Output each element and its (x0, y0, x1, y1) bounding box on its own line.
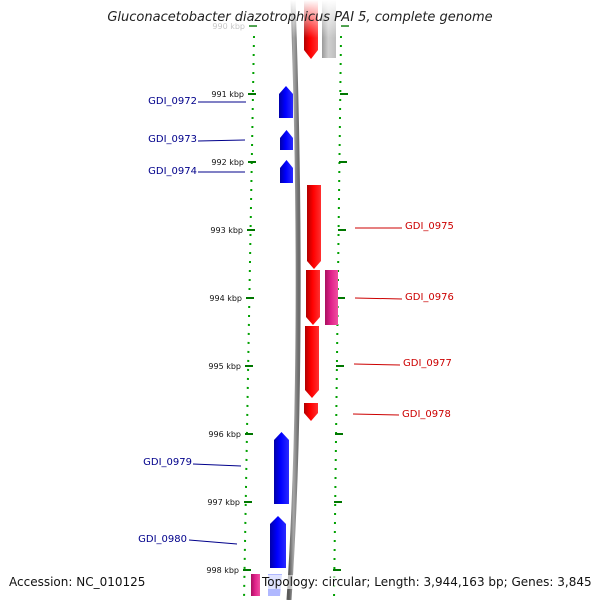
gene-label-gdi-0976[interactable]: GDI_0976 (405, 292, 454, 303)
tick-label: 991 kbp (211, 90, 244, 99)
gene-arrow-gdi-0979[interactable] (274, 432, 289, 504)
gene-label-gdi-0974[interactable]: GDI_0974 (148, 166, 197, 177)
tick-label: 996 kbp (208, 430, 241, 439)
tick-label: 994 kbp (209, 294, 242, 303)
gene-label-gdi-0979[interactable]: GDI_0979 (143, 457, 192, 468)
gene-arrow-gdi-0974[interactable] (280, 160, 293, 183)
tick-label: 998 kbp (206, 566, 239, 575)
leader-line-gdi-0973 (197, 139, 246, 142)
leader-line-gdi-0980 (188, 539, 238, 545)
top-fade (0, 0, 600, 38)
gene-features (270, 86, 338, 568)
gene-arrow-gdi-0976[interactable] (306, 270, 320, 325)
gene-arrow-gdi-0973[interactable] (280, 130, 293, 150)
gene-label-gdi-0975[interactable]: GDI_0975 (405, 221, 454, 232)
leader-line-gdi-0977 (353, 363, 401, 366)
leader-line-gdi-0976 (354, 297, 403, 300)
gene-arrow-gdi-0980[interactable] (270, 516, 286, 568)
gene-label-gdi-0972[interactable]: GDI_0972 (148, 96, 197, 107)
leader-line-gdi-0978 (352, 413, 400, 416)
genome-backbone (286, 0, 301, 600)
gene-arrow-gdi-0972[interactable] (279, 86, 293, 118)
gene-arrow-gdi-0977[interactable] (305, 326, 319, 398)
inner-track-ring (243, 35, 255, 600)
partial-rna-bottom[interactable] (251, 574, 260, 596)
tick-label: 995 kbp (208, 362, 241, 371)
tick-label: 997 kbp (207, 498, 240, 507)
leader-line-gdi-0979 (192, 463, 242, 467)
gene-labels: GDI_0972 GDI_0973 GDI_0974 GDI_0975 GDI_0976… (138, 96, 454, 545)
gene-label-gdi-0980[interactable]: GDI_0980 (138, 534, 187, 545)
genome-summary-text: Topology: circular; Length: 3,944,163 bp… (262, 575, 592, 589)
gene-label-gdi-0978[interactable]: GDI_0978 (402, 409, 451, 420)
genome-title: Gluconacetobacter diazotrophicus PAI 5, … (107, 10, 493, 25)
gene-arrow-gdi-0975[interactable] (307, 185, 321, 269)
gene-label-gdi-0977[interactable]: GDI_0977 (403, 358, 452, 369)
gene-label-gdi-0973[interactable]: GDI_0973 (148, 134, 197, 145)
rna-feature-gdi-0976[interactable] (325, 270, 338, 325)
gene-arrow-gdi-0978[interactable] (304, 403, 318, 421)
tick-label: 992 kbp (211, 158, 244, 167)
accession-text: Accession: NC_010125 (9, 575, 146, 589)
tick-label: 993 kbp (210, 226, 243, 235)
